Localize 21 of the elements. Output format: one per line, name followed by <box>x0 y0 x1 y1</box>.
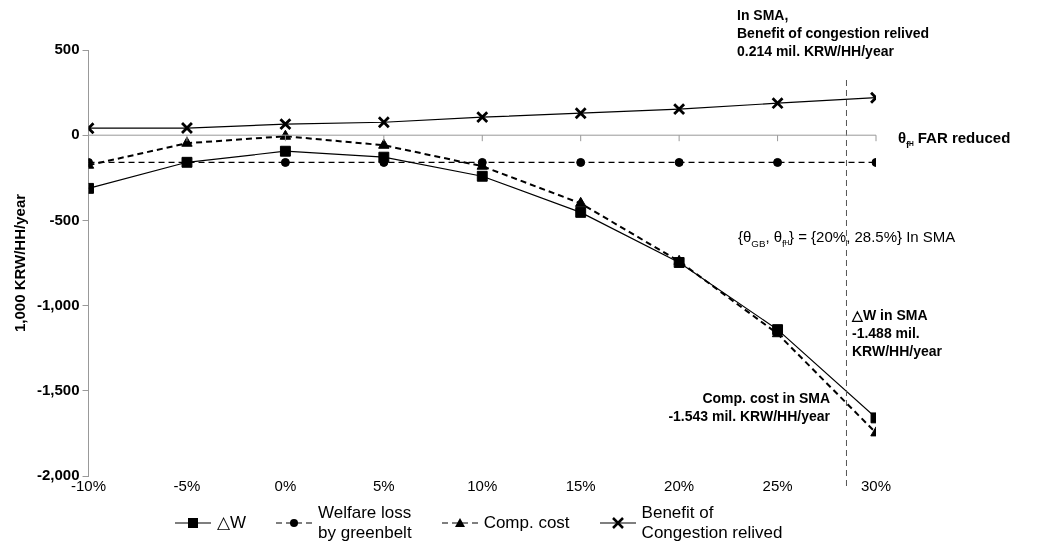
y-tick-label: -1,500 <box>36 380 80 398</box>
y-tick-label: -500 <box>49 210 80 228</box>
x-tick-label: 30% <box>860 477 892 495</box>
y-tick-label: 0 <box>71 125 80 143</box>
legend-label: Comp. cost <box>483 513 570 534</box>
x-tick-label: 25% <box>762 477 793 495</box>
annotation: Comp. cost in SMA -1.543 mil. KRW/HH/year <box>668 390 831 425</box>
annotation: △W in SMA -1.488 mil. KRW/HH/year <box>851 307 943 360</box>
y-tick-label: 500 <box>54 40 80 58</box>
x-tick-label: 15% <box>565 477 596 495</box>
x-tick-label: -5% <box>173 477 201 495</box>
x-tick-label: 10% <box>467 477 498 495</box>
y-axis-title: 1,000 KRW/HH/year <box>11 193 29 333</box>
x-tick-label: 20% <box>664 477 695 495</box>
legend-label: Benefit of Congestion relived <box>641 503 783 542</box>
legend-label: △W <box>217 513 247 534</box>
y-tick-label: -1,000 <box>36 295 80 313</box>
x-tick-label: 5% <box>372 477 395 495</box>
x-tick-label: 0% <box>274 477 297 495</box>
legend-label: Welfare loss by greenbelt <box>318 503 412 542</box>
annotation: In SMA, Benefit of congestion relived 0.214 mil. KRW/HH/year <box>737 7 930 60</box>
